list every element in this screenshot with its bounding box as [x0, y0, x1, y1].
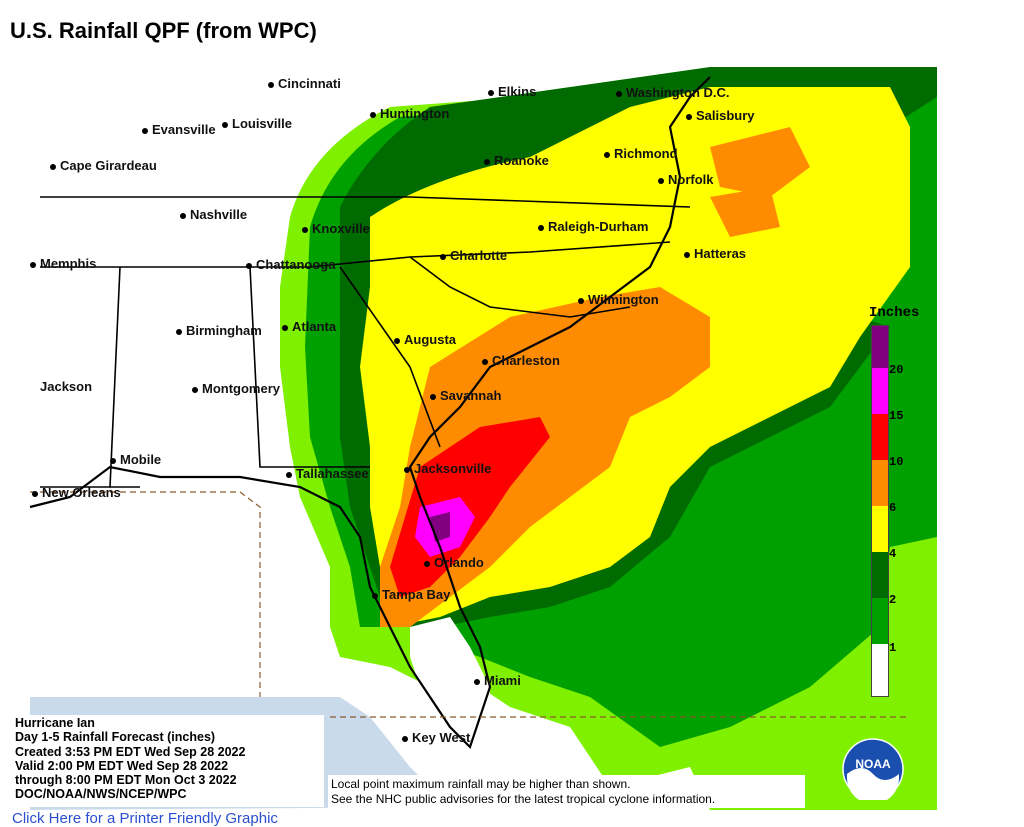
city-label: Nashville: [180, 208, 247, 222]
map-graphic: [10, 67, 937, 810]
rainfall-legend: Inches 20 15 10 6 4 2 1: [867, 305, 931, 700]
city-label: Orlando: [424, 556, 484, 570]
city-label: Roanoke: [484, 154, 549, 168]
valid-start: Valid 2:00 PM EDT Wed Sep 28 2022: [15, 758, 229, 773]
legend-title: Inches: [869, 305, 920, 321]
legend-tick: 1: [889, 641, 897, 655]
city-label: Miami: [474, 674, 521, 688]
city-label: Memphis: [30, 257, 96, 271]
legend-swatch: [872, 644, 888, 696]
agency-credit: DOC/NOAA/NWS/NCEP/WPC: [15, 787, 187, 802]
city-label: Wilmington: [578, 293, 659, 307]
note-line: Local point maximum rainfall may be high…: [331, 777, 631, 791]
legend-swatch: [872, 598, 888, 644]
city-label: Salisbury: [686, 109, 755, 123]
city-label: Tampa Bay: [372, 588, 450, 602]
forecast-info-box: Hurricane Ian Day 1-5 Rainfall Forecast …: [12, 715, 324, 807]
city-label: Washington D.C.: [616, 86, 730, 100]
city-label: Knoxville: [302, 222, 370, 236]
legend-swatch: [872, 460, 888, 506]
city-label: Jacksonville: [404, 462, 491, 476]
logo-text: NOAA: [855, 757, 891, 771]
city-label: Evansville: [142, 123, 216, 137]
legend-tick: 4: [889, 547, 897, 561]
legend-tick: 15: [889, 409, 904, 423]
city-label: Tallahassee: [286, 467, 369, 481]
legend-tick: 10: [889, 455, 904, 469]
legend-tick: 6: [889, 501, 897, 515]
forecast-description: Day 1-5 Rainfall Forecast (inches): [15, 730, 216, 745]
city-label: Atlanta: [282, 320, 336, 334]
storm-name: Hurricane Ian: [15, 716, 95, 730]
legend-swatch: [872, 326, 888, 368]
city-label: Cincinnati: [268, 77, 341, 91]
city-label: Jackson: [40, 379, 93, 394]
city-label: Charlotte: [440, 249, 507, 263]
legend-tick: 20: [889, 363, 904, 377]
city-label: Cape Girardeau: [50, 159, 157, 173]
legend-swatch: [872, 552, 888, 598]
city-label: New Orleans: [32, 486, 121, 500]
city-label: Savannah: [430, 389, 501, 403]
disclaimer-note: Local point maximum rainfall may be high…: [328, 775, 805, 808]
city-label: Norfolk: [658, 173, 714, 187]
city-label: Augusta: [394, 333, 456, 347]
city-label: Hatteras: [684, 247, 746, 261]
city-label: Chattanooga: [246, 258, 335, 272]
printer-friendly-link[interactable]: Click Here for a Printer Friendly Graphi…: [12, 810, 278, 827]
city-label: Richmond: [604, 147, 678, 161]
city-label: Louisville: [222, 117, 292, 131]
legend-swatch: [872, 368, 888, 414]
city-label: Montgomery: [192, 382, 280, 396]
city-label: Birmingham: [176, 324, 262, 338]
noaa-logo: NOAA: [842, 738, 904, 800]
city-label: Key West: [402, 731, 470, 745]
legend-swatch: [872, 414, 888, 460]
city-label: Elkins: [488, 85, 536, 99]
created-time: Created 3:53 PM EDT Wed Sep 28 2022: [15, 744, 246, 759]
valid-end: through 8:00 PM EDT Mon Oct 3 2022: [15, 773, 237, 788]
city-label: Mobile: [110, 453, 161, 467]
city-label: Huntington: [370, 107, 449, 121]
legend-color-bar: [871, 325, 889, 697]
city-label: Raleigh-Durham: [538, 220, 648, 234]
page-title: U.S. Rainfall QPF (from WPC): [10, 18, 317, 43]
note-line: See the NHC public advisories for the la…: [331, 791, 716, 806]
legend-swatch: [872, 506, 888, 552]
city-label: Charleston: [482, 354, 560, 368]
legend-tick: 2: [889, 593, 897, 607]
rainfall-map: Cincinnati Elkins Washington D.C. Huntin…: [10, 67, 937, 810]
